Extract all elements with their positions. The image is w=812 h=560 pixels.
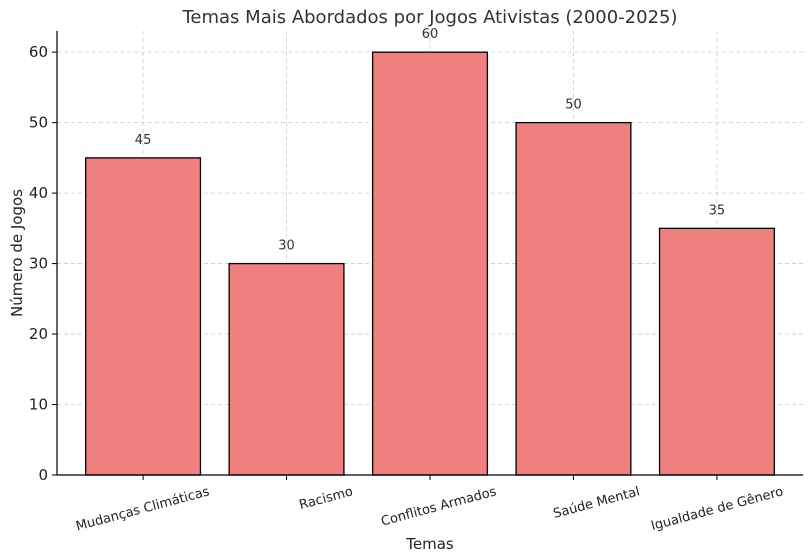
bar <box>515 121 632 476</box>
y-tick-label: 20 <box>29 325 48 343</box>
y-tick-label: 0 <box>38 466 48 484</box>
bar-value-label: 45 <box>135 133 152 148</box>
bar-value-label: 50 <box>565 98 582 113</box>
x-tick-label: Igualdade de Gênero <box>649 484 784 534</box>
bar-value-label: 30 <box>278 239 295 254</box>
x-tick-label: Saúde Mental <box>552 484 642 522</box>
y-tick-label: 40 <box>29 184 48 202</box>
bar <box>658 227 775 476</box>
x-tick-label: Racismo <box>298 484 355 513</box>
bar <box>85 157 202 476</box>
x-axis-label: Temas <box>405 535 454 553</box>
x-tick-label: Mudanças Climáticas <box>74 484 211 534</box>
bar-value-label: 35 <box>709 203 726 218</box>
y-tick-label: 50 <box>29 114 48 132</box>
y-tick-label: 30 <box>29 255 48 273</box>
y-tick-label: 60 <box>29 43 48 61</box>
y-tick-label: 10 <box>29 396 48 414</box>
bars-layer <box>85 51 775 476</box>
labels-layer: 45 30 60 50 35 <box>135 27 725 253</box>
bar <box>371 51 489 476</box>
x-tick-label: Conflitos Armados <box>380 484 499 529</box>
chart-title: Temas Mais Abordados por Jogos Ativistas… <box>181 7 677 28</box>
y-axis-label: Número de Jogos <box>8 189 26 317</box>
bar-value-label: 60 <box>422 27 439 42</box>
bar <box>228 262 345 476</box>
